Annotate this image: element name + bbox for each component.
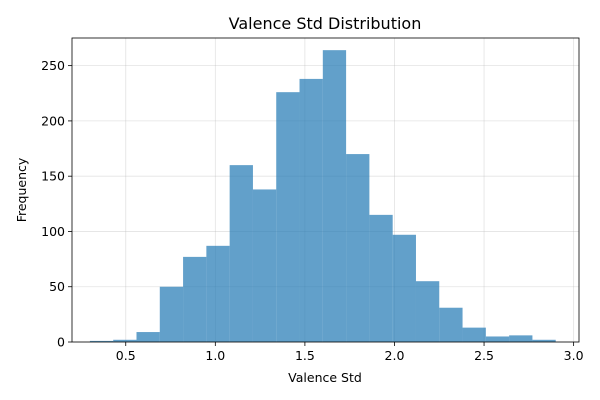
histogram-bar: [159, 286, 184, 342]
histogram-bar: [485, 336, 510, 342]
y-tick-label: 100: [41, 224, 65, 239]
histogram-bar: [276, 92, 300, 343]
y-tick-label: 0: [57, 335, 65, 350]
histogram-bars: [89, 50, 556, 343]
x-axis-label: Valence Std: [288, 370, 362, 385]
x-tick-label: 2.0: [385, 348, 405, 363]
x-tick-label: 3.0: [564, 348, 584, 363]
histogram-bar: [392, 234, 416, 342]
histogram-bar: [369, 214, 393, 342]
histogram-bar: [462, 327, 486, 342]
histogram-bar: [229, 165, 253, 342]
y-tick-label: 50: [49, 279, 65, 294]
histogram-bar: [113, 339, 137, 342]
y-axis-label: Frequency: [14, 157, 29, 222]
histogram-bar: [439, 307, 463, 342]
x-tick-label: 2.5: [474, 348, 494, 363]
y-tick-label: 250: [41, 58, 65, 73]
histogram-bar: [136, 332, 160, 342]
histogram-bar: [206, 245, 230, 342]
histogram-bar: [252, 189, 277, 342]
x-axis-ticks: 0.5 1.0 1.5 2.0 2.5 3.0: [116, 342, 584, 363]
histogram-bar: [89, 340, 114, 342]
y-tick-label: 150: [41, 169, 65, 184]
histogram-bar: [322, 50, 347, 342]
histogram-bar: [509, 335, 533, 342]
y-tick-label: 200: [41, 113, 65, 128]
x-tick-label: 0.5: [116, 348, 136, 363]
x-tick-label: 1.0: [205, 348, 225, 363]
histogram-bar: [183, 256, 207, 342]
histogram-bar: [415, 281, 440, 342]
histogram-bar: [532, 339, 556, 342]
y-axis-ticks: 0 50 100 150 200 250: [41, 58, 72, 350]
x-tick-label: 1.5: [295, 348, 315, 363]
histogram-bar: [299, 78, 323, 342]
chart-title: Valence Std Distribution: [229, 14, 422, 33]
histogram-bar: [346, 154, 370, 342]
plot-frame: [71, 37, 580, 343]
